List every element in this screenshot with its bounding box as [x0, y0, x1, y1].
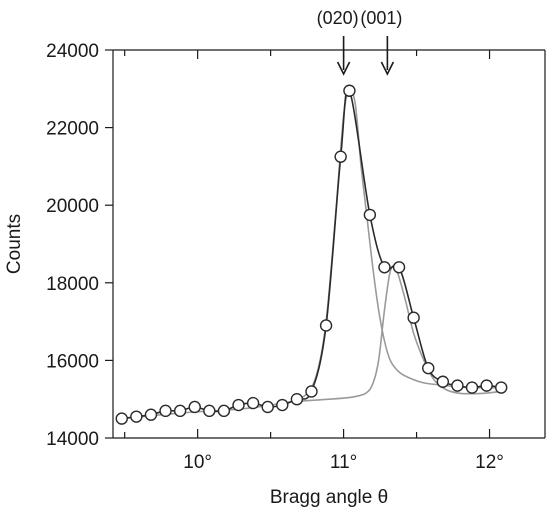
data-point	[465, 381, 479, 394]
y-tick-label: 24000	[46, 41, 99, 62]
data-point	[232, 398, 245, 412]
data-line	[121, 88, 502, 420]
data-point	[217, 404, 231, 418]
data-point	[246, 396, 260, 410]
data-point	[436, 375, 450, 388]
data-point	[495, 381, 508, 394]
data-point	[422, 361, 435, 375]
data-point	[378, 261, 391, 274]
data-point	[334, 150, 347, 163]
x-axis-label: Bragg angle θ	[270, 487, 388, 508]
y-tick-label: 14000	[46, 429, 99, 450]
data-point	[173, 404, 187, 418]
data-point	[261, 400, 274, 414]
data-point	[363, 208, 377, 222]
data-point	[159, 404, 172, 418]
data-point	[451, 379, 464, 392]
y-tick-label: 16000	[46, 351, 99, 372]
data-point	[188, 400, 201, 414]
data-points	[115, 84, 508, 425]
y-tick-label: 20000	[46, 196, 99, 217]
data-point	[276, 398, 289, 412]
y-axis-ticks: 14000 16000 18000 20000 22000 24000	[46, 41, 113, 450]
fit-curves	[121, 89, 502, 420]
peak-arrow-head	[380, 61, 395, 76]
y-tick-label: 22000	[46, 119, 99, 140]
data-point	[407, 311, 420, 324]
data-point	[319, 319, 333, 332]
y-axis-label: Counts	[4, 214, 25, 274]
data-point	[392, 261, 406, 274]
data-point	[305, 385, 318, 398]
peak-label: (001)	[360, 8, 402, 28]
peak-label: (020)	[317, 8, 359, 28]
fit-curve-020	[121, 89, 502, 420]
x-tick-label: 12°	[475, 452, 504, 473]
x-tick-label: 10°	[183, 452, 212, 473]
data-point	[290, 393, 304, 406]
data-point	[480, 379, 493, 392]
x-tick-label: 11°	[330, 452, 357, 473]
data-point	[130, 410, 143, 423]
peak-arrow-head	[336, 61, 351, 76]
data-point	[115, 412, 128, 425]
measured-line	[121, 88, 502, 420]
data-point	[203, 404, 216, 418]
peak-annotations: (020) (001)	[317, 8, 402, 76]
data-point	[144, 408, 158, 421]
y-tick-label: 18000	[46, 274, 99, 295]
data-point	[343, 84, 356, 97]
plot-frame	[112, 49, 546, 439]
